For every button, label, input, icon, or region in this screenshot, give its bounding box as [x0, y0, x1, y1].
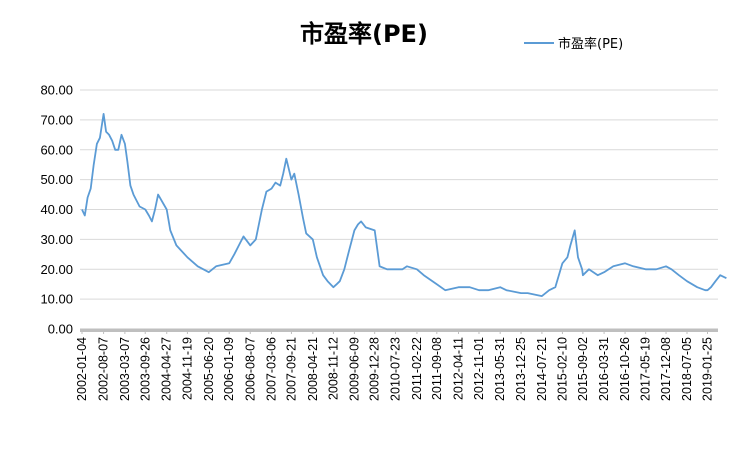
x-tick-label: 2003-09-26 — [138, 337, 152, 401]
x-tick-label: 2011-02-22 — [410, 337, 424, 400]
y-tick-label: 60.00 — [40, 142, 73, 157]
x-tick-label: 2012-11-01 — [472, 337, 486, 400]
x-tick-label: 2013-05-31 — [493, 337, 507, 401]
y-tick-label: 10.00 — [40, 292, 73, 307]
x-tick-label: 2007-03-06 — [264, 337, 278, 401]
y-tick-label: 40.00 — [40, 202, 73, 217]
x-tick-label: 2007-09-21 — [284, 337, 298, 401]
x-tick-label: 2016-10-26 — [618, 337, 632, 401]
x-tick-label: 2016-03-31 — [597, 337, 611, 401]
y-tick-label: 30.00 — [40, 232, 73, 247]
x-tick-label: 2018-07-05 — [680, 337, 694, 401]
x-tick-label: 2008-04-21 — [306, 337, 320, 401]
x-tick-label: 2019-01-25 — [700, 337, 714, 401]
x-tick-label: 2006-01-09 — [222, 337, 236, 401]
x-tick-label: 2015-02-10 — [555, 337, 569, 401]
x-tick-label: 2003-03-07 — [118, 337, 132, 401]
x-tick-label: 2005-06-20 — [202, 337, 216, 401]
x-tick-label: 2008-11-12 — [326, 337, 340, 400]
x-tick-label: 2006-08-07 — [243, 337, 257, 401]
x-tick-label: 2013-12-25 — [514, 337, 528, 401]
y-tick-label: 70.00 — [40, 112, 73, 127]
x-tick-label: 2009-06-09 — [347, 337, 361, 401]
x-tick-label: 2011-09-08 — [430, 337, 444, 400]
x-tick-label: 2015-09-02 — [576, 337, 590, 401]
legend-swatch — [524, 41, 554, 44]
x-tick-label: 2014-07-21 — [535, 337, 549, 401]
y-tick-label: 0.00 — [48, 322, 73, 337]
x-tick-label: 2012-04-11 — [451, 337, 465, 400]
x-tick-label: 2004-11-19 — [180, 337, 194, 400]
y-tick-label: 50.00 — [40, 172, 73, 187]
x-tick-label: 2017-12-08 — [659, 337, 673, 401]
chart-title: 市盈率(PE) — [300, 20, 428, 48]
x-tick-label: 2017-05-19 — [639, 337, 653, 401]
x-axis — [80, 329, 718, 332]
series-line-pe — [81, 113, 727, 298]
y-tick-label: 20.00 — [40, 262, 73, 277]
x-tick-label: 2010-07-23 — [388, 337, 402, 401]
x-tick-label: 2002-01-04 — [75, 337, 89, 401]
y-tick-label: 80.00 — [40, 83, 73, 98]
x-tick-label: 2009-12-28 — [368, 337, 382, 401]
x-tick-label: 2002-08-07 — [97, 337, 111, 401]
legend: 市盈率(PE) — [524, 33, 623, 52]
legend-label: 市盈率(PE) — [558, 37, 624, 52]
x-tick-label: 2004-04-27 — [160, 337, 174, 401]
